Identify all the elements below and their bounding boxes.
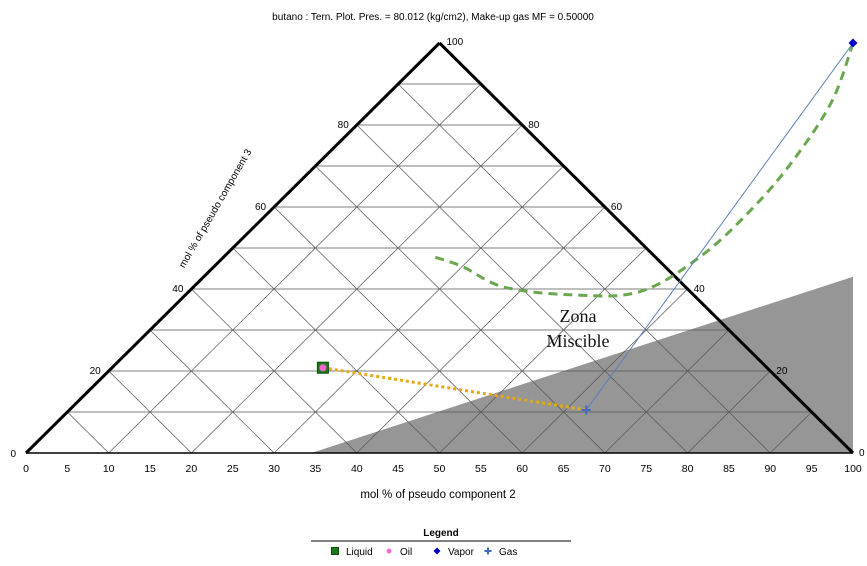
marker-vapor bbox=[848, 38, 858, 48]
right-edge-tick-label: 80 bbox=[528, 120, 540, 131]
grid-line-x bbox=[108, 83, 482, 454]
bottom-tick-label: 45 bbox=[392, 463, 404, 475]
bottom-tick-label: 55 bbox=[475, 463, 487, 475]
series-envelope bbox=[434, 42, 855, 298]
x-axis-label: mol % of pseudo component 2 bbox=[360, 489, 515, 501]
right-edge-tick-label: 40 bbox=[694, 284, 706, 295]
marker-oil bbox=[319, 364, 327, 372]
left-edge-tick-label: 40 bbox=[172, 284, 184, 295]
legend-swatch-oil bbox=[386, 548, 392, 554]
series-gas-path bbox=[585, 42, 854, 411]
grid-line-z bbox=[232, 247, 440, 454]
bottom-tick-label: 10 bbox=[103, 463, 115, 475]
bottom-tick-label: 35 bbox=[310, 463, 322, 475]
bottom-tick-label: 25 bbox=[227, 463, 239, 475]
bottom-tick-label: 80 bbox=[682, 463, 694, 475]
shaded-miscible-zone bbox=[311, 276, 853, 453]
legend-title: Legend bbox=[423, 528, 459, 539]
bottom-tick-label: 100 bbox=[844, 463, 862, 475]
bottom-tick-label: 70 bbox=[599, 463, 611, 475]
bottom-tick-label: 30 bbox=[268, 463, 280, 475]
triangle-right-edge bbox=[438, 41, 855, 455]
legend-label: Oil bbox=[400, 547, 412, 558]
grid-line-x bbox=[770, 411, 812, 454]
left-edge-tick-label: 0 bbox=[10, 449, 16, 460]
bottom-tick-label: 90 bbox=[764, 463, 776, 475]
triangle-outline-layer bbox=[24, 41, 855, 455]
zone-annotation-line-1: Zona bbox=[560, 306, 597, 326]
legend-items: Liquid Oil Vapor Gas bbox=[331, 547, 517, 558]
legend-label: Vapor bbox=[448, 547, 475, 558]
grid-line-x bbox=[687, 370, 771, 454]
bottom-tick-label: 40 bbox=[351, 463, 363, 475]
bottom-tick-label: 95 bbox=[806, 463, 818, 475]
right-edge-tick-label: 0 bbox=[859, 448, 865, 459]
left-edge-tick-label: 20 bbox=[90, 366, 102, 377]
bottom-tick-label: 50 bbox=[434, 463, 446, 475]
left-edge-tick-label: 80 bbox=[338, 120, 350, 131]
grid-line-z bbox=[67, 411, 109, 454]
legend-swatch-gas bbox=[484, 547, 492, 555]
legend-item-vapor: Vapor bbox=[433, 547, 475, 558]
triangle-left-edge bbox=[24, 41, 441, 455]
grid-line-z bbox=[149, 329, 275, 454]
bottom-tick-label: 5 bbox=[64, 463, 70, 475]
grid-line-x bbox=[439, 247, 647, 454]
legend-swatch-vapor bbox=[433, 547, 441, 555]
legend-item-gas: Gas bbox=[484, 547, 517, 558]
bottom-tick-label: 20 bbox=[186, 463, 198, 475]
grid-line-x bbox=[521, 288, 688, 454]
bottom-tick-label: 75 bbox=[640, 463, 652, 475]
grid-line-x bbox=[273, 165, 564, 454]
bottom-tick-label: 60 bbox=[516, 463, 528, 475]
zone-annotation-line-2: Miscible bbox=[547, 331, 610, 351]
bottom-tick-label: 85 bbox=[723, 463, 735, 475]
legend: Legend Liquid Oil Vapor Gas bbox=[311, 528, 571, 558]
grid-layer bbox=[67, 83, 812, 454]
right-edge-tick-label: 20 bbox=[776, 366, 788, 377]
left-edge-tick-label: 100 bbox=[447, 37, 464, 48]
grid-line-x bbox=[604, 329, 730, 454]
series-layer bbox=[322, 42, 855, 412]
right-edge-tick-label: 60 bbox=[611, 202, 623, 213]
legend-item-oil: Oil bbox=[386, 547, 412, 558]
bottom-tick-label: 0 bbox=[23, 463, 29, 475]
grid-line-z bbox=[397, 83, 771, 454]
legend-swatch-liquid bbox=[331, 547, 339, 555]
bottom-tick-label: 15 bbox=[144, 463, 156, 475]
legend-label: Liquid bbox=[346, 547, 373, 558]
shaded-region-layer bbox=[311, 276, 853, 453]
chart-title: butano : Tern. Plot. Pres. = 80.012 (kg/… bbox=[272, 12, 594, 23]
legend-item-liquid: Liquid bbox=[331, 547, 373, 558]
left-edge-tick-label: 60 bbox=[255, 202, 267, 213]
tick-label-layer: 0 5 10 15 20 25 30 35 40 45 50 55 60 65 70 75 80 85 90 95 10… bbox=[10, 37, 865, 475]
grid-line-z bbox=[191, 288, 358, 454]
series-tie-line bbox=[322, 366, 587, 412]
bottom-tick-label: 65 bbox=[558, 463, 570, 475]
marker-layer bbox=[316, 38, 858, 415]
marker-gas bbox=[581, 405, 591, 415]
left-edge-axis-label: mol % of pseudo component 3 bbox=[177, 147, 254, 270]
grid-line-z bbox=[108, 370, 192, 454]
legend-label: Gas bbox=[499, 547, 517, 558]
